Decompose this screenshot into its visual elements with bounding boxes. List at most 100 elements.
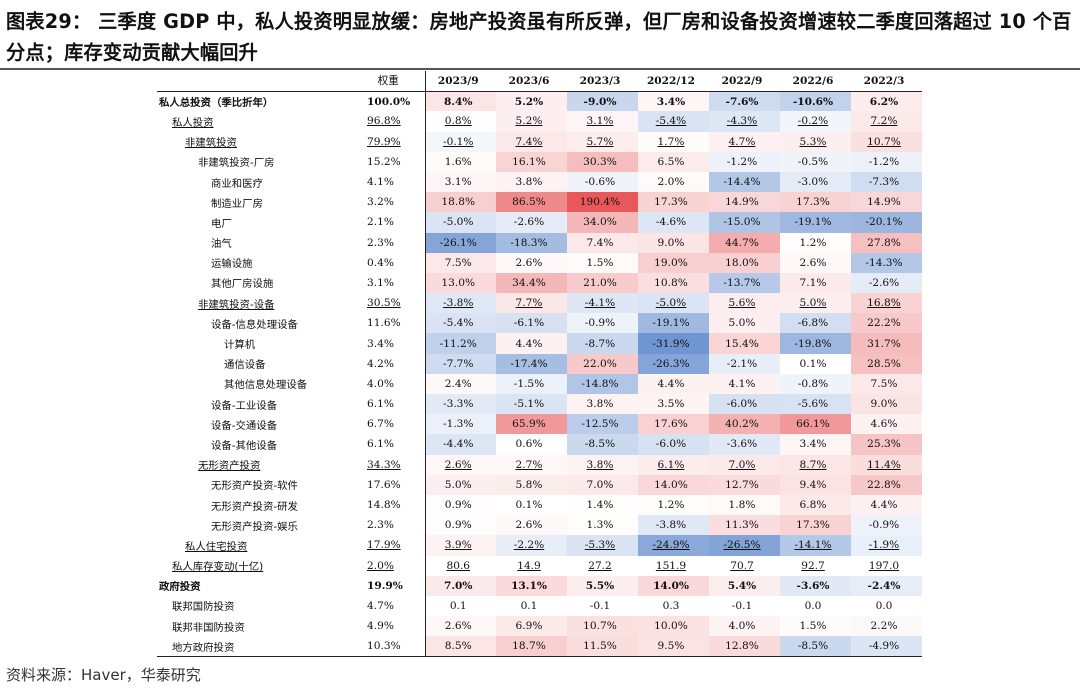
table-row: 非建筑投资-设备 30.5% -3.8% 7.7% -4.1% -5.0% 5.6% 5.0%… bbox=[157, 293, 922, 314]
header-weight: 权重 bbox=[377, 75, 399, 88]
row-weight: 4.2% bbox=[357, 354, 425, 374]
value-text: 151.9 bbox=[655, 559, 687, 572]
value-cell: -14.3% bbox=[851, 252, 922, 273]
value-text: 7.0% bbox=[586, 478, 614, 491]
value-text: 1.3% bbox=[586, 519, 614, 532]
header-label bbox=[157, 71, 357, 91]
value-text: -18.3% bbox=[510, 236, 548, 249]
value-text: -4.9% bbox=[868, 640, 900, 653]
row-weight-text: 4.7% bbox=[367, 599, 394, 612]
table-row: 油气 2.3% -26.1% -18.3% 7.4% 9.0% 44.7% 1.2% 27.8% bbox=[157, 232, 922, 253]
value-text: -14.8% bbox=[581, 377, 619, 390]
value-cell: 0.0 bbox=[780, 596, 851, 616]
value-cell: -4.6% bbox=[638, 212, 709, 233]
value-cell: -2.6% bbox=[851, 272, 922, 294]
value-text: 70.7 bbox=[730, 559, 754, 572]
value-cell: 9.0% bbox=[638, 232, 709, 253]
table-row: 私人投资 96.8% 0.8% 5.2% 3.1% -5.4% -4.3% -0.2% 7.2% bbox=[157, 111, 922, 132]
row-weight-text: 3.1% bbox=[367, 276, 394, 289]
row-label: 无形资产投资-软件 bbox=[157, 475, 357, 495]
value-cell: 6.1% bbox=[638, 454, 709, 475]
value-text: 31.7% bbox=[867, 337, 901, 350]
value-cell: 6.9% bbox=[496, 616, 567, 637]
value-cell: -12.5% bbox=[567, 414, 638, 435]
value-text: 80.6 bbox=[446, 559, 471, 572]
value-cell: 1.7% bbox=[638, 131, 709, 152]
value-cell: 16.8% bbox=[851, 293, 922, 314]
value-cell: -5.0% bbox=[424, 212, 496, 233]
row-label-text: 政府投资 bbox=[159, 581, 201, 594]
table-row: 电厂 2.1% -5.0% -2.6% 34.0% -4.6% -15.0% -19.1% -2… bbox=[157, 212, 922, 233]
value-cell: -3.0% bbox=[780, 171, 851, 193]
row-weight-text: 17.9% bbox=[367, 539, 401, 552]
value-text: 7.4% bbox=[586, 236, 614, 249]
value-text: 3.8% bbox=[586, 398, 614, 411]
value-text: -0.9% bbox=[868, 519, 900, 532]
value-cell: 4.7% bbox=[709, 131, 780, 152]
table-row: 制造业厂房 3.2% 18.8% 86.5% 190.4% 17.3% 14.9% 17.3%… bbox=[157, 192, 922, 213]
row-label-text: 设备-信息处理设备 bbox=[211, 318, 298, 331]
value-text: 7.5% bbox=[444, 256, 472, 269]
row-label: 设备-信息处理设备 bbox=[157, 313, 357, 333]
value-text: 14.9% bbox=[725, 196, 759, 209]
value-text: -0.9% bbox=[584, 317, 616, 330]
value-cell: -5.3% bbox=[567, 535, 638, 556]
value-cell: 5.4% bbox=[709, 575, 780, 596]
value-text: -14.3% bbox=[865, 256, 903, 269]
value-text: 11.5% bbox=[583, 640, 617, 653]
value-cell: -18.3% bbox=[496, 232, 567, 253]
value-text: 3.9% bbox=[444, 539, 472, 552]
value-cell: -6.0% bbox=[709, 394, 780, 415]
table-row: 设备-交通设备 6.7% -1.3% 65.9% -12.5% 17.6% 40.2% 66.… bbox=[157, 414, 922, 435]
value-text: 3.8% bbox=[586, 458, 614, 471]
row-label: 商业和医疗 bbox=[157, 172, 357, 192]
row-weight: 2.1% bbox=[357, 212, 425, 232]
value-text: -26.3% bbox=[652, 357, 690, 370]
value-cell: 4.4% bbox=[851, 494, 922, 516]
row-label-text: 其他厂房设施 bbox=[211, 278, 274, 291]
table-row: 计算机 3.4% -11.2% 4.4% -8.7% -31.9% 15.4% -19.8% 3… bbox=[157, 333, 922, 354]
value-cell: -2.4% bbox=[851, 575, 922, 596]
value-cell: 9.0% bbox=[851, 394, 922, 415]
value-text: 22.2% bbox=[867, 317, 901, 330]
row-label: 其他厂房设施 bbox=[157, 273, 357, 293]
value-text: 4.7% bbox=[728, 135, 756, 148]
value-text: 4.4% bbox=[515, 337, 543, 350]
value-text: -3.0% bbox=[797, 176, 829, 189]
value-text: 3.1% bbox=[444, 176, 472, 189]
value-cell: 6.2% bbox=[851, 91, 922, 112]
row-weight-text: 10.3% bbox=[367, 640, 401, 653]
value-cell: 5.8% bbox=[496, 474, 567, 495]
value-text: 5.8% bbox=[515, 478, 543, 491]
value-text: 4.0% bbox=[728, 620, 756, 633]
row-label: 运输设施 bbox=[157, 253, 357, 273]
value-cell: -0.8% bbox=[780, 373, 851, 394]
value-cell: 18.7% bbox=[496, 636, 567, 657]
row-weight-text: 2.3% bbox=[367, 236, 394, 249]
value-cell: -0.6% bbox=[567, 171, 638, 193]
value-text: -6.0% bbox=[726, 398, 758, 411]
value-cell: 14.9% bbox=[709, 192, 780, 213]
value-text: 0.1 bbox=[449, 599, 467, 612]
value-cell: 44.7% bbox=[709, 232, 780, 253]
header-quarter: 2023/3 bbox=[579, 74, 621, 87]
row-weight: 2.0% bbox=[357, 556, 425, 576]
value-cell: 3.8% bbox=[496, 171, 567, 193]
value-text: 0.1% bbox=[515, 499, 543, 512]
row-label-text: 通信设备 bbox=[224, 359, 266, 372]
table-row: 无形资产投资-研发 14.8% 0.9% 0.1% 1.4% 1.2% 1.8% 6.8% 4.… bbox=[157, 494, 922, 516]
value-cell: -1.2% bbox=[709, 151, 780, 172]
value-text: 34.4% bbox=[512, 276, 546, 289]
value-cell: 30.3% bbox=[567, 151, 638, 172]
value-text: 14.0% bbox=[654, 478, 688, 491]
value-cell: -26.3% bbox=[638, 353, 709, 374]
value-cell: -7.7% bbox=[424, 353, 496, 374]
value-text: -3.6% bbox=[796, 579, 830, 592]
row-weight-text: 3.4% bbox=[367, 337, 394, 350]
value-cell: -26.5% bbox=[709, 535, 780, 556]
table-row: 设备-信息处理设备 11.6% -5.4% -6.1% -0.9% -19.1% 5.0% -… bbox=[157, 313, 922, 334]
value-text: 8.7% bbox=[799, 458, 827, 471]
value-cell: -14.8% bbox=[567, 373, 638, 394]
value-cell: 65.9% bbox=[496, 414, 567, 435]
value-cell: 3.4% bbox=[638, 91, 709, 112]
